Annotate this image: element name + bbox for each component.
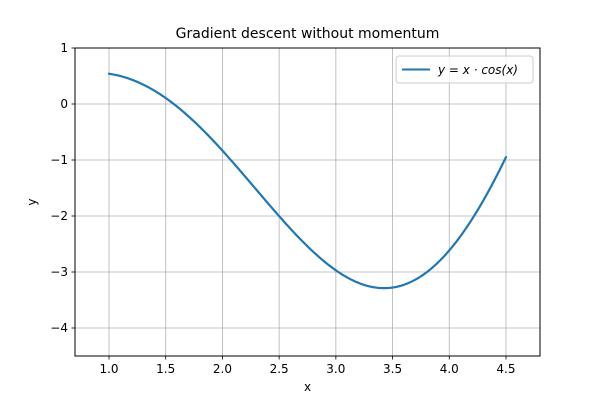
x-tick-label: 2.5 (270, 362, 289, 376)
legend: y = x · cos(x) (395, 55, 534, 84)
x-tick-label: 4.5 (496, 362, 515, 376)
y-axis-label: y (25, 198, 39, 205)
y-tick-label: −2 (50, 209, 68, 223)
y-tick-label: −3 (50, 265, 68, 279)
x-tick-label: 3.5 (383, 362, 402, 376)
grid (75, 47, 540, 356)
plot-area-frame (74, 47, 541, 357)
x-tick-label: 1.5 (156, 362, 175, 376)
series-line (107, 72, 508, 290)
chart-title: Gradient descent without momentum (176, 26, 440, 42)
legend-entry-label: y = x · cos(x) (437, 63, 518, 77)
y-tick-label: 0 (60, 97, 68, 111)
y-tick-label: 1 (60, 41, 68, 55)
legend-box (395, 55, 534, 84)
ticks: 1.0 1.5 2.0 2.5 3.0 3.5 4.0 4.5 1 0 −1 −2 −3 −4 (50, 41, 515, 376)
x-tick-label: 2.0 (213, 362, 232, 376)
x-tick-label: 1.0 (99, 362, 118, 376)
x-tick-label: 3.0 (326, 362, 345, 376)
x-axis-label: x (304, 380, 311, 394)
x-tick-label: 4.0 (440, 362, 459, 376)
y-tick-label: −1 (50, 153, 68, 167)
y-tick-label: −4 (50, 321, 68, 335)
series-layer (107, 72, 508, 290)
